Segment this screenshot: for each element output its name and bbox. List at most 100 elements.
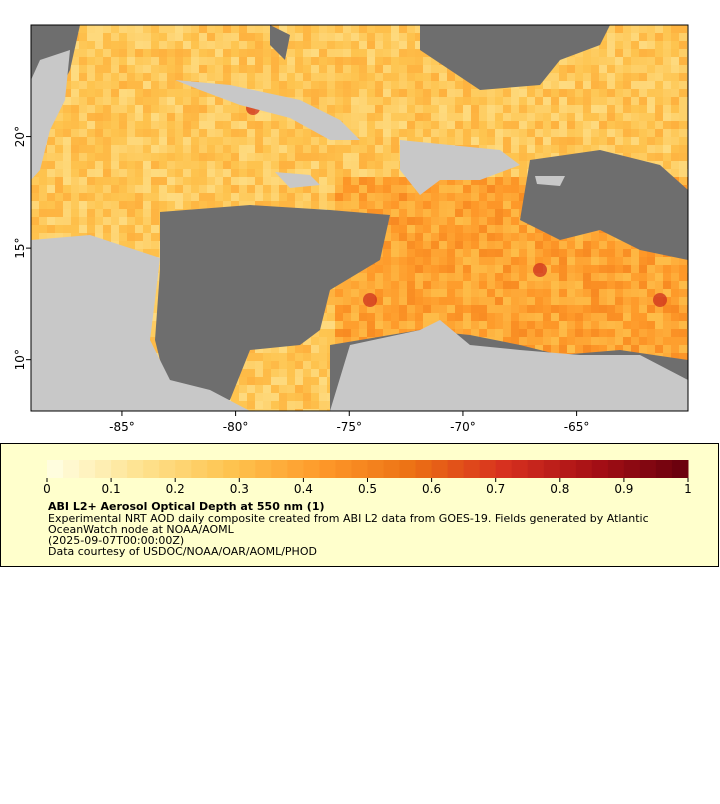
legend-line: (2025-09-07T00:00:00Z) xyxy=(48,534,184,547)
aod-cell xyxy=(351,169,359,177)
aod-cell xyxy=(455,281,463,289)
aod-cell xyxy=(319,177,327,185)
aod-cell xyxy=(439,137,447,145)
aod-cell xyxy=(223,137,231,145)
aod-cell xyxy=(327,161,335,169)
aod-cell xyxy=(615,145,623,153)
aod-cell xyxy=(599,73,607,81)
aod-cell xyxy=(199,177,207,185)
aod-cell xyxy=(599,97,607,105)
aod-cell xyxy=(319,185,327,193)
aod-cell xyxy=(639,265,647,273)
aod-cell xyxy=(87,57,95,65)
aod-cell xyxy=(375,89,383,97)
aod-cell xyxy=(335,137,343,145)
aod-cell xyxy=(359,121,367,129)
aod-cell xyxy=(487,129,495,137)
aod-cell xyxy=(143,209,151,217)
aod-cell xyxy=(567,137,575,145)
aod-cell xyxy=(55,217,63,225)
aod-cell xyxy=(431,97,439,105)
aod-cell xyxy=(303,129,311,137)
aod-cell xyxy=(255,401,263,409)
colorbar-step xyxy=(399,460,417,478)
aod-cell xyxy=(519,225,527,233)
aod-cell xyxy=(271,137,279,145)
aod-cell xyxy=(567,337,575,345)
aod-cell xyxy=(383,209,391,217)
aod-cell xyxy=(127,145,135,153)
aod-cell xyxy=(607,33,615,41)
aod-cell xyxy=(431,113,439,121)
aod-cell xyxy=(671,57,679,65)
aod-cell xyxy=(527,329,535,337)
aod-cell xyxy=(231,169,239,177)
aod-cell xyxy=(215,113,223,121)
aod-cell xyxy=(479,329,487,337)
aod-cell xyxy=(287,129,295,137)
aod-cell xyxy=(111,145,119,153)
aod-cell xyxy=(247,185,255,193)
aod-cell xyxy=(255,161,263,169)
aod-cell xyxy=(39,161,47,169)
aod-cell xyxy=(191,73,199,81)
aod-cell xyxy=(175,73,183,81)
aod-cell xyxy=(327,313,335,321)
aod-cell xyxy=(143,249,151,257)
aod-cell xyxy=(655,65,663,73)
aod-cell xyxy=(95,129,103,137)
aod-cell xyxy=(679,97,687,105)
aod-cell xyxy=(671,41,679,49)
aod-cell xyxy=(247,65,255,73)
aod-cell xyxy=(375,185,383,193)
aod-cell xyxy=(391,177,399,185)
aod-cell xyxy=(359,137,367,145)
aod-cell xyxy=(143,97,151,105)
aod-cell xyxy=(407,265,415,273)
aod-cell xyxy=(343,81,351,89)
aod-cell xyxy=(87,193,95,201)
aod-cell xyxy=(455,113,463,121)
aod-cell xyxy=(239,49,247,57)
aod-cell xyxy=(327,185,335,193)
aod-cell xyxy=(199,113,207,121)
aod-cell xyxy=(671,49,679,57)
aod-cell xyxy=(559,297,567,305)
aod-cell xyxy=(239,145,247,153)
aod-cell xyxy=(655,281,663,289)
aod-cell xyxy=(311,377,319,385)
aod-cell xyxy=(407,305,415,313)
aod-cell xyxy=(335,161,343,169)
aod-cell xyxy=(535,337,543,345)
aod-cell xyxy=(511,233,519,241)
aod-cell xyxy=(151,57,159,65)
aod-cell xyxy=(191,153,199,161)
aod-cell xyxy=(463,97,471,105)
aod-cell xyxy=(575,89,583,97)
aod-cell xyxy=(655,305,663,313)
aod-cell xyxy=(95,81,103,89)
aod-cell xyxy=(319,57,327,65)
aod-cell xyxy=(407,81,415,89)
aod-cell xyxy=(527,113,535,121)
aod-cell xyxy=(391,241,399,249)
aod-cell xyxy=(367,73,375,81)
aod-cell xyxy=(247,81,255,89)
aod-cell xyxy=(143,177,151,185)
aod-cell xyxy=(463,233,471,241)
aod-cell xyxy=(247,401,255,409)
aod-cell xyxy=(151,345,159,353)
aod-cell xyxy=(199,57,207,65)
aod-cell xyxy=(335,65,343,73)
aod-cell xyxy=(655,113,663,121)
aod-cell xyxy=(47,201,55,209)
aod-cell xyxy=(319,145,327,153)
aod-cell xyxy=(167,145,175,153)
aod-cell xyxy=(159,41,167,49)
aod-cell xyxy=(639,313,647,321)
aod-cell xyxy=(351,33,359,41)
aod-cell xyxy=(295,145,303,153)
aod-cell xyxy=(511,241,519,249)
aod-cell xyxy=(431,297,439,305)
aod-cell xyxy=(95,225,103,233)
